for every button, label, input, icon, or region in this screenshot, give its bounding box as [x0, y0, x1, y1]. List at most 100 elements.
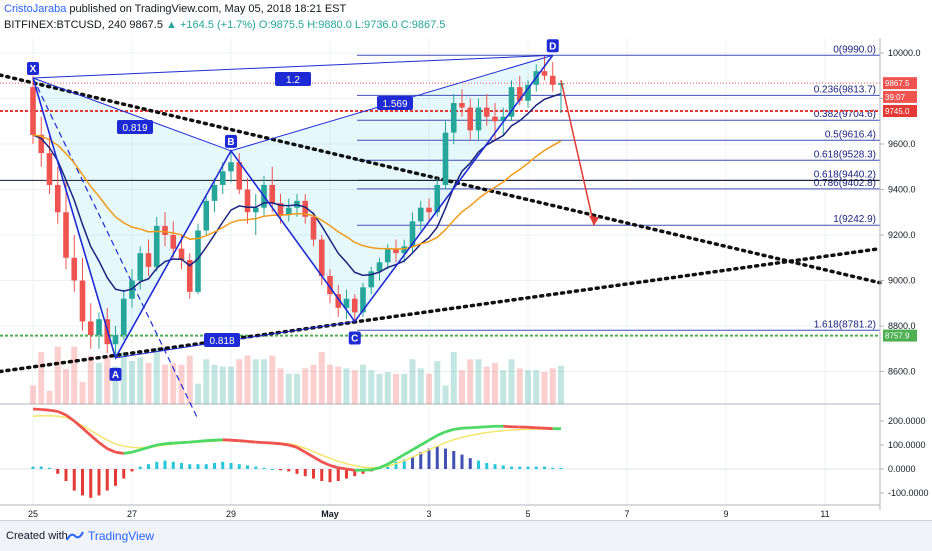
author-link[interactable]: CristoJaraba — [4, 3, 66, 15]
osc-macd-segment — [124, 452, 132, 453]
point-label-c: C — [351, 333, 358, 344]
fib-level-label: 0.618(9528.3) — [814, 149, 876, 160]
osc-macd-segment — [338, 468, 346, 469]
candle-body — [220, 171, 226, 185]
osc-hist-bar — [271, 469, 274, 470]
osc-hist-bar — [411, 457, 414, 469]
volume-bar — [236, 359, 242, 404]
volume-bar — [261, 359, 267, 404]
volume-bar — [47, 391, 53, 404]
volume-bar — [88, 356, 94, 404]
ratio-label: 1.2 — [286, 75, 300, 86]
candle-body — [451, 103, 457, 133]
volume-bar — [71, 347, 77, 404]
osc-macd-segment — [190, 441, 198, 442]
osc-hist-bar — [230, 463, 233, 469]
price-tag-label: 9867.5 — [885, 79, 910, 88]
volume-bar — [327, 365, 333, 404]
volume-bar — [558, 366, 564, 404]
candle-body — [236, 162, 242, 189]
volume-bar — [228, 367, 234, 404]
candle-body — [80, 281, 86, 322]
fib-level-label: 1.618(8781.2) — [814, 319, 876, 330]
volume-bar — [278, 368, 284, 404]
osc-macd-segment — [116, 452, 124, 453]
osc-hist-bar — [40, 467, 43, 469]
osc-hist-bar — [205, 464, 208, 469]
candle-body — [30, 87, 36, 135]
osc-hist-bar — [419, 452, 422, 469]
osc-hist-bar — [560, 468, 563, 469]
candle-body — [179, 249, 185, 260]
volume-bar — [360, 365, 366, 404]
fib-level-label: 0(9990.0) — [833, 44, 876, 55]
osc-hist-bar — [122, 469, 125, 479]
ratio-label: 0.818 — [209, 336, 234, 347]
candle-body — [286, 208, 292, 215]
osc-macd-segment — [50, 410, 58, 411]
osc-hist-bar — [180, 463, 183, 469]
osc-hist-bar — [98, 469, 101, 495]
volume-bar — [137, 357, 143, 404]
volume-bar — [129, 361, 135, 404]
price-tick-label: 8800.0 — [888, 321, 916, 331]
time-tick-label: 5 — [525, 509, 530, 519]
candle-body — [550, 76, 556, 85]
point-label-b: B — [227, 137, 234, 148]
osc-hist-bar — [263, 468, 266, 469]
volume-bar — [344, 368, 350, 404]
osc-hist-bar — [312, 469, 315, 479]
price-tick-label: 10000.0 — [888, 48, 921, 58]
volume-bar — [500, 370, 506, 404]
volume-bar — [30, 385, 36, 404]
price-tick-label: 9400.0 — [888, 185, 916, 195]
volume-bar — [509, 359, 515, 404]
fib-level-label: 0.5(9616.4) — [825, 129, 876, 140]
osc-hist-bar — [48, 468, 51, 469]
volume-bar — [96, 363, 102, 404]
osc-hist-bar — [304, 469, 307, 476]
volume-bar — [385, 372, 391, 404]
price-tag-label: 39:07 — [885, 93, 906, 102]
osc-hist-bar — [164, 461, 167, 469]
candle-body — [311, 217, 317, 240]
volume-bar — [377, 374, 383, 404]
volume-bar — [533, 370, 539, 404]
point-label-a: A — [112, 370, 119, 381]
candle-body — [170, 235, 176, 249]
osc-hist-bar — [452, 451, 455, 469]
candle-body — [542, 71, 548, 76]
osc-macd-segment — [272, 443, 280, 444]
candle-body — [245, 190, 251, 213]
volume-bar — [517, 368, 523, 404]
osc-tick-label: -100.0000 — [888, 488, 929, 498]
volume-bar — [335, 367, 341, 404]
volume-bar — [467, 359, 473, 404]
osc-hist-bar — [197, 464, 200, 469]
price-tick-label: 9600.0 — [888, 139, 916, 149]
candle-body — [212, 185, 218, 201]
osc-hist-bar — [477, 461, 480, 469]
point-label-x: X — [30, 64, 37, 75]
osc-hist-bar — [337, 469, 340, 481]
candle-body — [113, 335, 119, 344]
tradingview-link[interactable]: TradingView — [88, 529, 154, 543]
volume-bar — [459, 370, 465, 404]
osc-hist-bar — [518, 467, 521, 469]
volume-bar — [311, 365, 317, 404]
published-text: published on TradingView.com, May 05, 20… — [69, 3, 346, 15]
osc-hist-bar — [551, 468, 554, 469]
volume-bar — [542, 372, 548, 404]
candle-body — [137, 253, 143, 280]
candle-body — [269, 185, 275, 203]
time-tick-label: 25 — [28, 509, 38, 519]
osc-hist-bar — [65, 469, 68, 481]
volume-bar — [154, 348, 160, 404]
osc-hist-bar — [56, 469, 59, 474]
osc-hist-bar — [494, 464, 497, 469]
volume-bar — [393, 374, 399, 404]
publish-header: CristoJaraba published on TradingView.co… — [4, 3, 346, 15]
osc-hist-bar — [213, 463, 216, 469]
volume-bar — [426, 374, 432, 404]
osc-hist-bar — [238, 464, 241, 469]
